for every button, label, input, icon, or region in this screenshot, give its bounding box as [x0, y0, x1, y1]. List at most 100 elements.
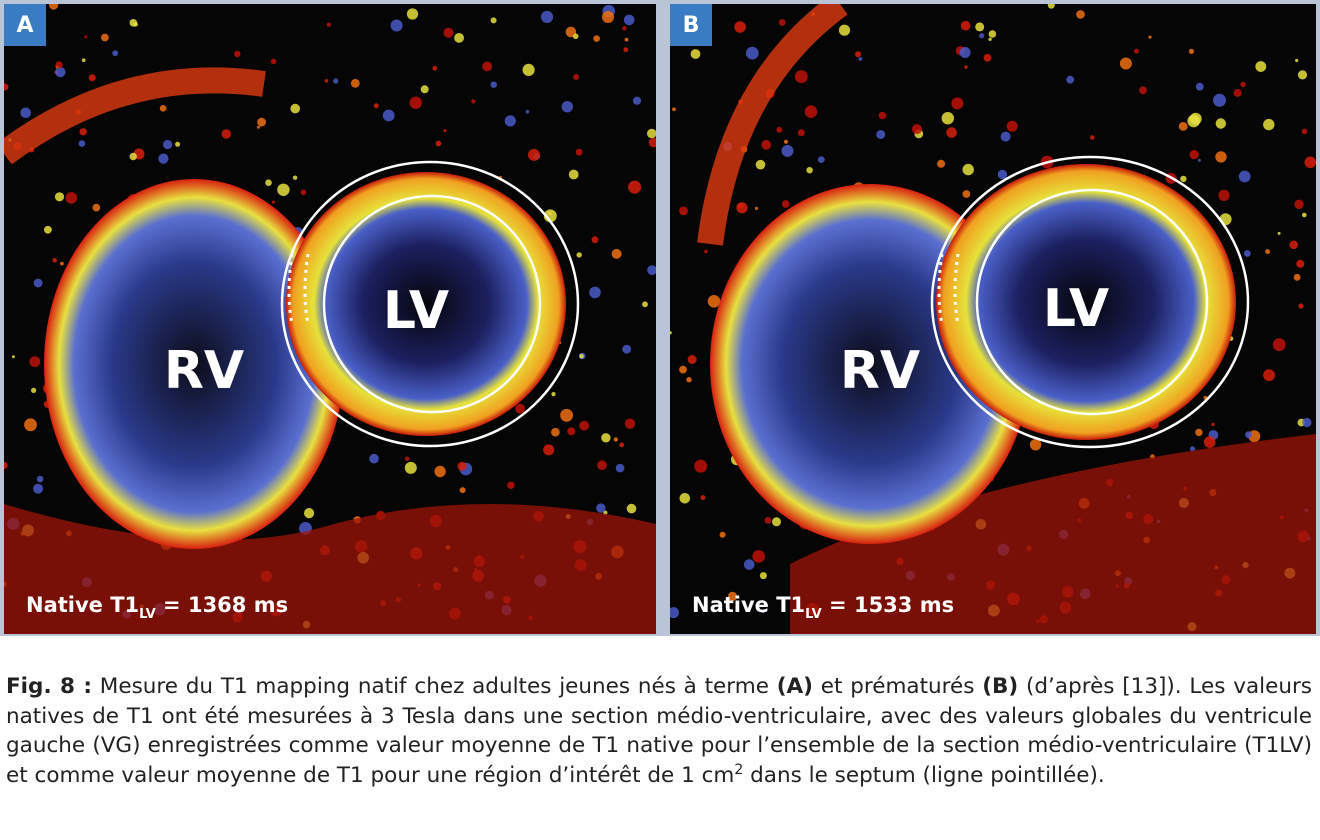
caption-text: dans le septum (ligne pointillée). [743, 762, 1105, 788]
speckle [1289, 240, 1298, 250]
speckle [560, 408, 573, 422]
speckle [764, 517, 772, 524]
speckle [736, 202, 748, 214]
speckle [602, 11, 614, 23]
speckle [36, 475, 44, 483]
roi-outer-contour [280, 160, 580, 448]
speckle [1277, 231, 1281, 235]
speckle [507, 481, 515, 489]
speckle [1215, 118, 1226, 129]
speckle [92, 203, 101, 212]
speckle [1134, 48, 1139, 54]
speckle [234, 50, 241, 58]
speckle [579, 353, 584, 359]
speckle [601, 433, 611, 443]
speckle [270, 58, 277, 65]
speckle [324, 79, 329, 83]
speckle [1029, 439, 1042, 451]
speckle [52, 258, 57, 263]
speckle [158, 153, 169, 164]
speckle [175, 141, 181, 147]
speckle [576, 252, 582, 258]
speckle [759, 572, 767, 580]
speckle [1263, 118, 1275, 131]
speckle [369, 453, 379, 464]
speckle [304, 508, 315, 519]
speckle [704, 249, 708, 254]
speckle [29, 356, 41, 367]
speckle [31, 387, 37, 393]
speckle [817, 156, 825, 164]
panel-label: B [683, 13, 700, 38]
speckle [1296, 259, 1305, 268]
speckle [11, 355, 15, 359]
speckle [962, 163, 974, 176]
speckle [1265, 249, 1271, 255]
speckle [979, 33, 985, 39]
speckle [1006, 120, 1018, 132]
septum-roi [287, 253, 310, 325]
speckle [745, 46, 759, 60]
speckle [964, 65, 968, 69]
chamber-label: LV [383, 281, 449, 341]
speckle [409, 96, 422, 110]
caption-bold: (B) [982, 674, 1019, 699]
speckle [406, 8, 419, 20]
speckle [490, 81, 497, 88]
speckle [1297, 70, 1308, 80]
speckle [960, 20, 971, 31]
speckle [1148, 35, 1152, 39]
speckle [525, 110, 530, 114]
speckle [471, 99, 476, 104]
speckle [878, 111, 887, 120]
speckle [79, 128, 87, 136]
speckle [33, 278, 43, 288]
speckle [876, 130, 886, 139]
panel: RV LV Native T1LV = 1533 ms B [670, 4, 1316, 634]
measurement: Native T1LV = 1368 ms [26, 593, 288, 622]
speckle [596, 503, 606, 513]
speckle [1301, 128, 1308, 135]
speckle [443, 129, 447, 133]
speckle [575, 148, 583, 156]
speckle [694, 459, 708, 473]
speckle [806, 167, 813, 174]
speckle [679, 206, 688, 216]
speckle [551, 427, 560, 437]
panel: RV LV Native T1LV = 1368 ms A [4, 4, 656, 634]
speckle [1090, 135, 1095, 140]
speckle [272, 200, 275, 204]
speckle [420, 85, 429, 94]
speckle [760, 609, 765, 614]
speckle [326, 22, 331, 27]
speckle [672, 107, 676, 112]
speckle [4, 83, 9, 91]
speckle [686, 377, 692, 383]
right-ventricle [44, 179, 344, 549]
speckle [783, 139, 789, 144]
speckle [727, 591, 738, 602]
speckle [561, 101, 573, 113]
speckle [482, 61, 492, 72]
speckle [624, 418, 636, 429]
tissue [4, 504, 656, 634]
speckle [257, 117, 266, 127]
speckle [946, 127, 957, 138]
speckle [1211, 422, 1215, 427]
speckle [670, 607, 679, 619]
speckle [1178, 122, 1188, 131]
tissue [790, 434, 1316, 634]
speckle [1213, 93, 1226, 107]
speckle [55, 67, 66, 78]
speckle [1243, 250, 1251, 257]
speckle [1066, 75, 1075, 84]
speckle [4, 461, 8, 469]
panel-label-box [4, 4, 46, 46]
speckle [623, 14, 635, 26]
speckle [133, 22, 138, 27]
speckle [543, 209, 557, 223]
speckle [54, 192, 65, 202]
speckle [975, 22, 985, 32]
caption-superscript: 2 [734, 761, 744, 778]
speckle [459, 487, 466, 494]
